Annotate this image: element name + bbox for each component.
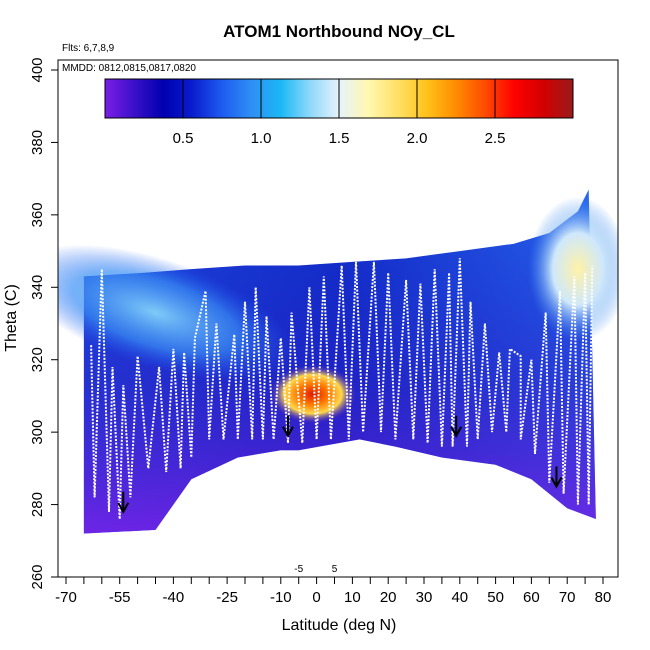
y-tick-label: 360 bbox=[29, 202, 46, 227]
x-axis: -70 -55 -40 -25 -10 0 10 20 30 40 50 60 70 80-5 5 bbox=[55, 564, 611, 606]
x-tick-label: -55 bbox=[109, 589, 131, 606]
x-inner-tick-label: 5 bbox=[332, 564, 338, 575]
x-tick-label: 40 bbox=[451, 589, 468, 606]
x-tick-label: 80 bbox=[595, 589, 612, 606]
flight-track bbox=[90, 258, 594, 520]
flight-track-line bbox=[90, 258, 594, 520]
plot-area bbox=[58, 189, 618, 534]
y-tick-label: 340 bbox=[29, 275, 46, 300]
y-axis-label: Theta (C) bbox=[3, 284, 20, 352]
flights-note: Flts: 6,7,8,9 bbox=[62, 43, 115, 54]
dates-note: MMDD: 0812,0815,0817,0820 bbox=[62, 63, 196, 74]
noy-field-southern-band bbox=[58, 244, 293, 381]
y-tick-label: 280 bbox=[29, 492, 46, 517]
y-axis: 260 280 300 320 340 360 380 400 bbox=[29, 57, 59, 590]
x-tick-label: 20 bbox=[380, 589, 397, 606]
y-tick-label: 380 bbox=[29, 130, 46, 155]
colorbar-tick-label: 1.0 bbox=[251, 130, 272, 147]
x-tick-label: 10 bbox=[344, 589, 361, 606]
x-inner-tick-label: -5 bbox=[294, 564, 303, 575]
y-tick-label: 320 bbox=[29, 347, 46, 372]
colorbar-tick-label: 0.5 bbox=[173, 130, 194, 147]
colorbar-tick-label: 1.5 bbox=[329, 130, 350, 147]
noy-field-tropical-patch bbox=[268, 364, 358, 425]
colorbar: 0.5 1.0 1.5 2.0 2.5 bbox=[104, 78, 574, 147]
x-axis-label: Latitude (deg N) bbox=[282, 617, 397, 634]
y-tick-label: 260 bbox=[29, 564, 46, 589]
tropopause-arrows bbox=[117, 415, 563, 514]
colorbar-tick-label: 2.0 bbox=[407, 130, 428, 147]
tropopause-arrow bbox=[282, 415, 294, 438]
x-tick-label: 0 bbox=[312, 589, 320, 606]
tropopause-arrow bbox=[117, 491, 130, 514]
x-tick-label: -40 bbox=[163, 589, 185, 606]
x-tick-label: 70 bbox=[559, 589, 576, 606]
noy-field-low-layer bbox=[83, 189, 596, 534]
tropopause-arrow bbox=[550, 466, 563, 489]
x-tick-label: 60 bbox=[523, 589, 540, 606]
x-tick-label: 50 bbox=[487, 589, 504, 606]
colorbar-tick-label: 2.5 bbox=[485, 130, 506, 147]
y-tick-label: 300 bbox=[29, 420, 46, 445]
x-tick-label: -10 bbox=[270, 589, 292, 606]
x-tick-label: 30 bbox=[416, 589, 433, 606]
noy-field-high-latitude-max bbox=[527, 196, 618, 342]
x-tick-label: -70 bbox=[55, 589, 77, 606]
tropopause-arrow bbox=[450, 415, 463, 438]
x-tick-label: -25 bbox=[216, 589, 238, 606]
y-tick-label: 400 bbox=[29, 57, 46, 82]
chart-title: ATOM1 Northbound NOy_CL bbox=[223, 22, 455, 41]
